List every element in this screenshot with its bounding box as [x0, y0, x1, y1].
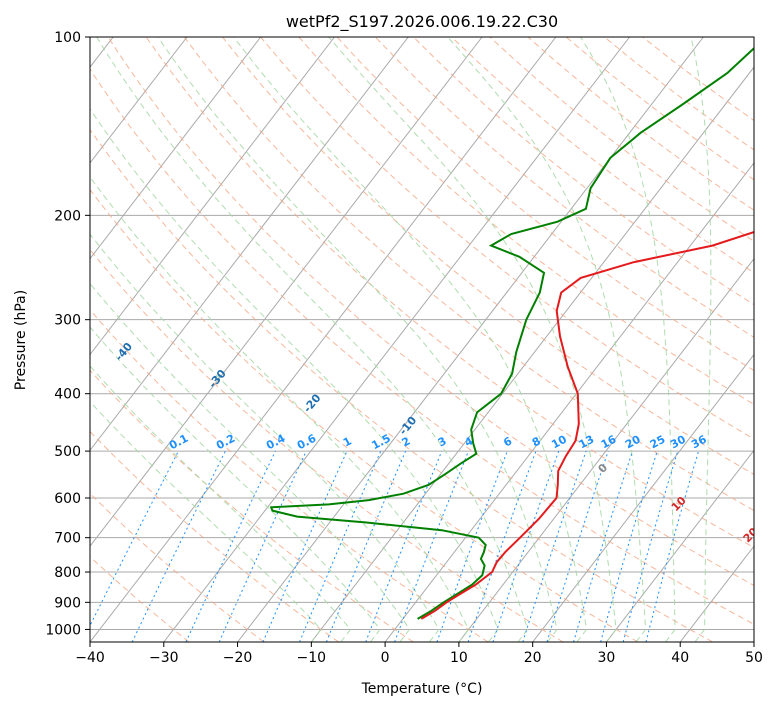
mixing-ratio-0.6: [218, 450, 307, 642]
x-axis-label: Temperature (°C): [361, 681, 483, 697]
mixing-ratio-10: [492, 450, 560, 642]
mixing-ratio-8: [467, 450, 537, 642]
mixing-ratio-label: 30: [668, 433, 688, 452]
isotherm--30: [163, 37, 630, 642]
dry-adiabat-60: [107, 37, 754, 587]
mixing-ratio-30: [622, 450, 679, 642]
mixing-ratio-0.2: [131, 450, 226, 642]
mixing-ratio-36: [645, 450, 700, 642]
mixing-ratio-label: 10: [549, 433, 569, 452]
dry-adiabat-50: [90, 68, 754, 625]
dry-adiabat--30: [90, 555, 190, 642]
y-tick-label: 100: [54, 30, 81, 46]
mixing-ratio-25: [600, 450, 658, 642]
mixing-ratio-0.1: [90, 450, 179, 627]
x-tick-label: −30: [149, 650, 179, 666]
mixing-ratio-20: [573, 450, 633, 642]
mixing-ratio-label: 36: [689, 433, 709, 452]
plot-frame: [89, 36, 755, 643]
mixing-ratio-0.4: [185, 450, 276, 642]
x-tick-label: 0: [381, 650, 390, 666]
isotherm--80: [90, 37, 262, 260]
moist-adiabat-6: [90, 233, 440, 642]
y-tick-label: 700: [54, 531, 81, 547]
y-axis-ticks: 100 200 300 400 500 600 700 800 900 1000: [45, 30, 90, 638]
x-axis-ticks: −40 −30 −20 −10 0 10 20 30 40 50: [75, 642, 763, 666]
mixing-ratio-16: [546, 450, 609, 642]
moist-adiabat--10: [90, 400, 322, 642]
y-tick-label: 500: [54, 444, 81, 460]
dry-adiabat-20: [90, 248, 564, 642]
temperature-line: [420, 230, 754, 620]
moist-adiabat-18: [96, 37, 529, 642]
y-tick-label: 800: [54, 565, 81, 581]
x-tick-label: 10: [450, 650, 468, 666]
isotherm--60: [90, 37, 409, 452]
isotherm--20: [237, 37, 704, 642]
y-axis-label: Pressure (hPa): [13, 290, 29, 390]
isotherm-30: [606, 449, 754, 642]
x-tick-label: 40: [671, 650, 689, 666]
y-tick-label: 300: [54, 313, 81, 329]
mixing-ratio-13: [522, 450, 587, 642]
dry-adiabat-100: [260, 37, 754, 440]
mixing-ratio-4: [394, 450, 469, 642]
isobar-gridlines: [90, 37, 754, 630]
moist-adiabat--6: [90, 365, 352, 642]
moist-adiabat-42: [690, 37, 712, 642]
y-tick-label: 1000: [45, 622, 81, 638]
x-tick-label: 50: [745, 650, 763, 666]
mixing-ratio-label: 25: [648, 433, 668, 452]
dry-adiabat-10: [90, 308, 489, 642]
mixing-ratio-lines: [90, 450, 700, 642]
moist-adiabat-10: [90, 176, 470, 642]
moist-adiabat-38: [580, 37, 676, 642]
x-tick-label: 20: [524, 650, 542, 666]
dewpoint-line: [269, 46, 754, 620]
isotherm--50: [90, 37, 483, 547]
dry-adiabat-110: [298, 37, 754, 405]
mixing-ratio-label: 20: [623, 433, 643, 452]
y-tick-label: 900: [54, 595, 81, 611]
isotherm-0: [384, 162, 754, 642]
isotherm--40: [90, 37, 557, 642]
mixing-ratio-label: 16: [599, 433, 619, 452]
chart-title: wetPf2_S197.2026.006.19.22.C30: [286, 12, 558, 32]
isotherm-lines: [90, 37, 754, 642]
dry-adiabat-40: [90, 128, 713, 642]
moist-adiabat-30: [328, 37, 617, 642]
plot-area: 0.10.20.40.611.52346810131620253036-100-…: [90, 37, 754, 642]
mixing-ratio-label: 13: [577, 433, 597, 452]
mixing-ratio-1.5: [299, 450, 382, 642]
x-tick-label: −40: [75, 650, 105, 666]
x-tick-label: −10: [297, 650, 327, 666]
y-tick-label: 400: [54, 387, 81, 403]
isotherm-10: [458, 257, 754, 642]
dry-adiabat-120: [336, 37, 754, 372]
dry-adiabat-30: [90, 188, 639, 642]
moist-adiabat-14: [90, 107, 499, 642]
x-tick-label: −20: [223, 650, 253, 666]
mixing-ratio-3: [365, 450, 443, 642]
y-tick-label: 600: [54, 491, 81, 507]
moist-adiabat-2: [90, 282, 411, 642]
isotherm--90: [90, 37, 188, 164]
x-tick-label: 30: [598, 650, 616, 666]
mixing-ratio-2: [325, 450, 407, 642]
dry-adiabat-130: [374, 37, 754, 338]
y-tick-label: 200: [54, 208, 81, 224]
isotherm--70: [90, 37, 335, 356]
mixing-ratio-1: [262, 450, 348, 642]
isotherm-20: [532, 353, 754, 642]
dry-adiabat-0: [90, 369, 414, 642]
moist-adiabat-26: [233, 37, 588, 642]
